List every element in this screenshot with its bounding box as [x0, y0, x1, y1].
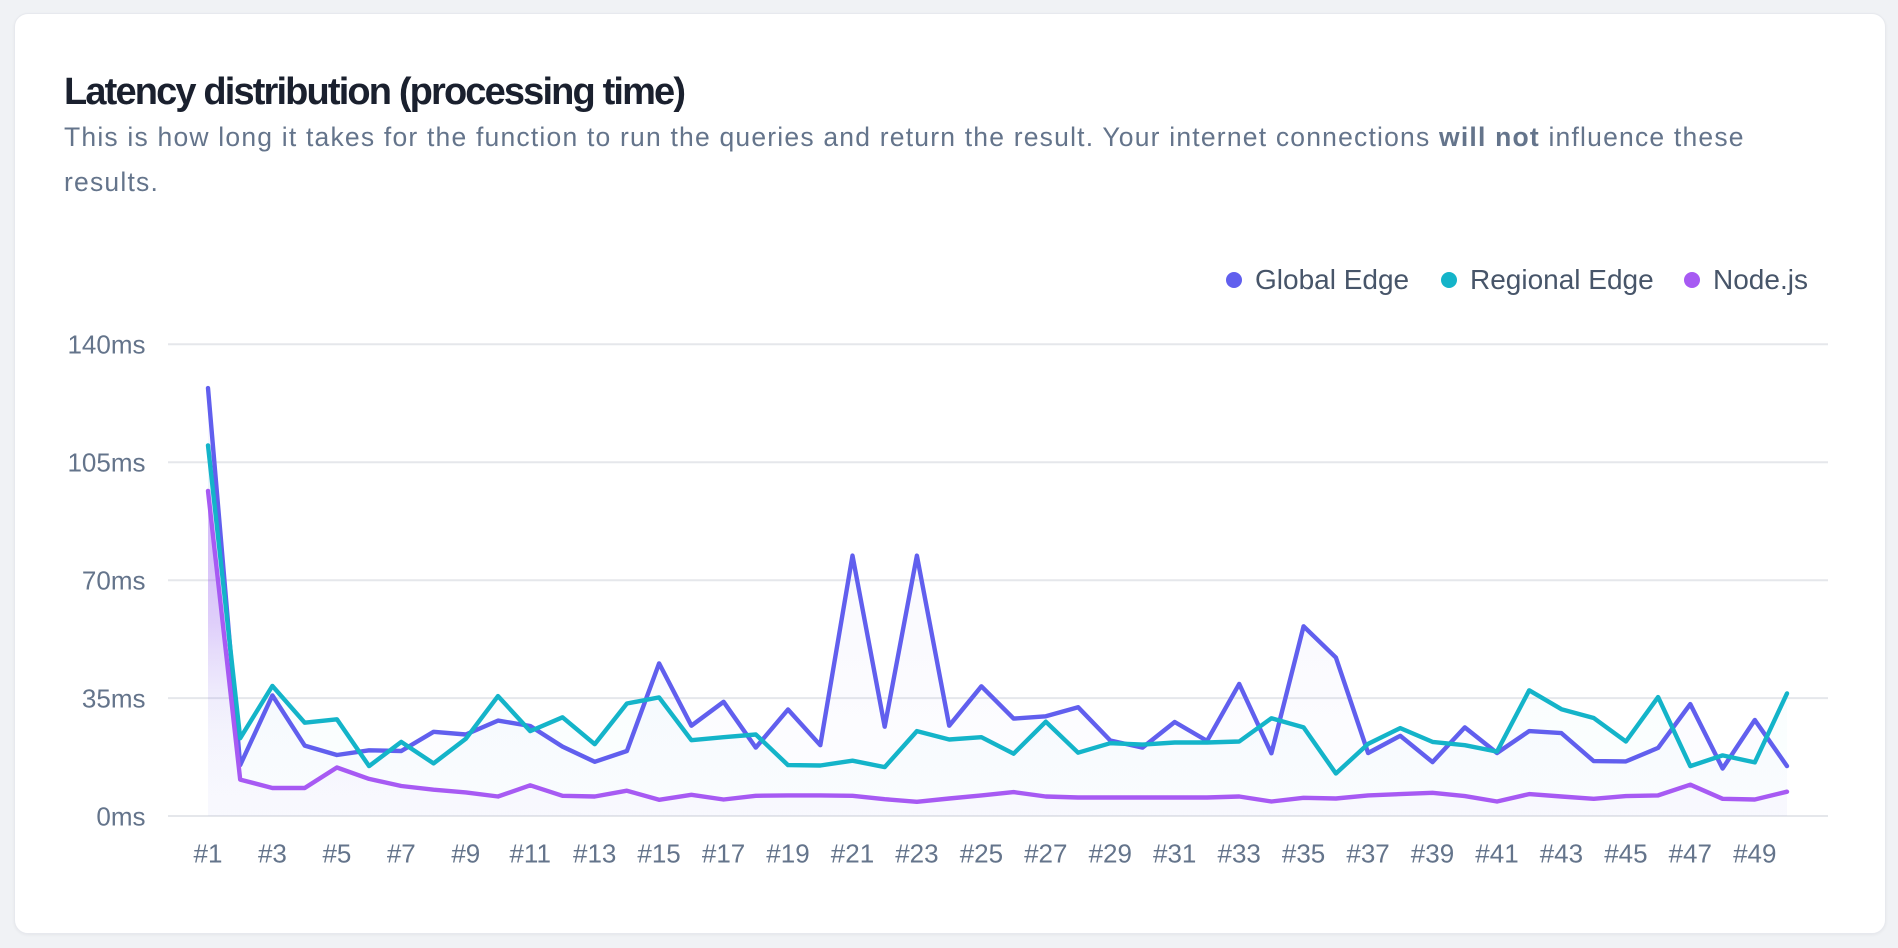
- svg-text:70ms: 70ms: [82, 566, 146, 596]
- svg-text:#41: #41: [1475, 839, 1518, 869]
- svg-text:#9: #9: [451, 839, 480, 869]
- svg-text:#47: #47: [1669, 839, 1712, 869]
- svg-text:35ms: 35ms: [82, 683, 146, 713]
- svg-text:#5: #5: [322, 839, 351, 869]
- svg-text:#37: #37: [1346, 839, 1389, 869]
- svg-text:#13: #13: [573, 839, 616, 869]
- svg-text:#25: #25: [960, 839, 1003, 869]
- svg-text:#43: #43: [1540, 839, 1583, 869]
- svg-text:#23: #23: [895, 839, 938, 869]
- svg-text:#39: #39: [1411, 839, 1454, 869]
- svg-text:#35: #35: [1282, 839, 1325, 869]
- svg-text:#45: #45: [1604, 839, 1647, 869]
- svg-text:#1: #1: [194, 839, 223, 869]
- svg-text:#31: #31: [1153, 839, 1196, 869]
- svg-text:#17: #17: [702, 839, 745, 869]
- svg-text:#49: #49: [1733, 839, 1776, 869]
- svg-text:0ms: 0ms: [96, 801, 145, 831]
- svg-text:#3: #3: [258, 839, 287, 869]
- svg-text:#7: #7: [387, 839, 416, 869]
- svg-text:#29: #29: [1089, 839, 1132, 869]
- svg-text:105ms: 105ms: [67, 448, 145, 478]
- svg-text:#33: #33: [1218, 839, 1261, 869]
- svg-text:#15: #15: [637, 839, 680, 869]
- svg-text:#27: #27: [1024, 839, 1067, 869]
- svg-text:#19: #19: [766, 839, 809, 869]
- svg-text:#21: #21: [831, 839, 874, 869]
- svg-text:#11: #11: [509, 839, 550, 869]
- svg-text:140ms: 140ms: [67, 330, 145, 360]
